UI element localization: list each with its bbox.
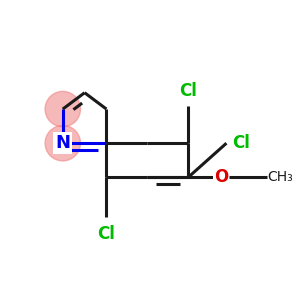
Text: Cl: Cl — [179, 82, 197, 100]
Text: CH₃: CH₃ — [267, 170, 293, 184]
Ellipse shape — [45, 92, 80, 127]
Text: O: O — [214, 168, 228, 186]
Text: N: N — [55, 134, 70, 152]
Ellipse shape — [45, 125, 80, 161]
Text: Cl: Cl — [232, 134, 250, 152]
Text: Cl: Cl — [98, 225, 116, 243]
